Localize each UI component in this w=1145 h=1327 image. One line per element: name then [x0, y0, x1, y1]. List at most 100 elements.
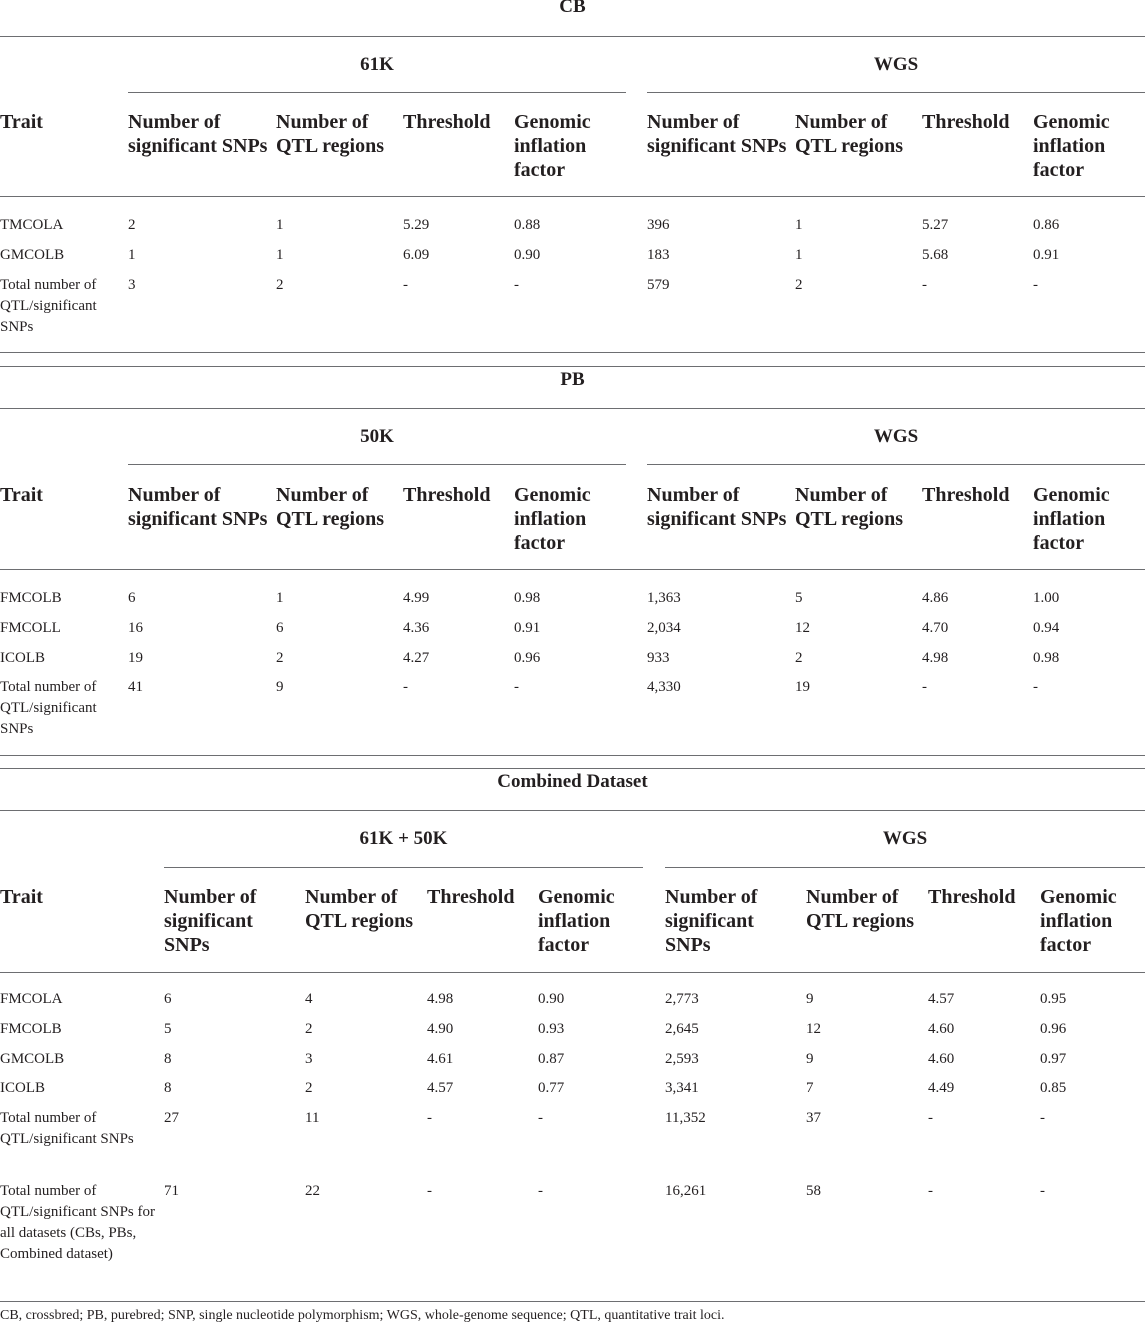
- table-cell: -: [403, 679, 408, 695]
- table-footnote: CB, crossbred; PB, purebred; SNP, single…: [0, 1308, 725, 1323]
- table-cell: 2: [305, 1021, 313, 1037]
- group-header: 61K: [360, 54, 394, 75]
- table-row-label: FMCOLL: [0, 620, 61, 636]
- table-cell: 1: [276, 590, 284, 606]
- table-cell: 4,330: [647, 679, 681, 695]
- table-cell: 1: [276, 247, 284, 263]
- table-cell: -: [403, 277, 408, 293]
- table-cell: 6.09: [403, 247, 430, 263]
- section-rule-top: [0, 366, 1145, 367]
- column-header: Number of significant SNPs: [647, 111, 787, 157]
- table-cell: 37: [806, 1110, 821, 1126]
- table-cell: -: [1033, 277, 1038, 293]
- header-rule: [0, 569, 1145, 570]
- table-row-label: Total number of QTL/significant SNPs: [0, 277, 97, 335]
- table-cell: -: [1040, 1183, 1045, 1199]
- group-rule: [647, 92, 1145, 93]
- section-title: Combined Dataset: [497, 771, 648, 792]
- table-cell: -: [514, 679, 519, 695]
- column-header-trait: Trait: [0, 886, 43, 908]
- column-header: Number of QTL regions: [795, 111, 903, 157]
- group-rule: [128, 92, 626, 93]
- table-row-label: Total number of QTL/significant SNPs: [0, 1110, 134, 1147]
- table-cell: 396: [647, 217, 670, 233]
- group-rule: [647, 464, 1145, 465]
- table-cell: -: [922, 679, 927, 695]
- table-cell: 1,363: [647, 590, 681, 606]
- section-end-rule: [0, 1301, 1145, 1302]
- group-header: WGS: [882, 828, 928, 849]
- table-cell: 9: [806, 991, 814, 1007]
- table-cell: 0.97: [1040, 1051, 1067, 1067]
- column-header: Number of significant SNPs: [647, 484, 787, 530]
- table-cell: 4: [305, 991, 313, 1007]
- table-row-label: FMCOLA: [0, 991, 63, 1007]
- table-cell: 0.91: [1033, 247, 1060, 263]
- table-cell: 8: [164, 1080, 172, 1096]
- table-cell: 16: [128, 620, 143, 636]
- column-header: Threshold: [403, 111, 491, 133]
- section-end-rule: [0, 755, 1145, 756]
- table-row-label: Total number of QTL/significant SNPs for…: [0, 1183, 155, 1262]
- table-cell: -: [928, 1183, 933, 1199]
- table-cell: -: [1033, 679, 1038, 695]
- section-title-rule: [0, 36, 1145, 37]
- column-header: Number of significant SNPs: [164, 886, 257, 956]
- table-cell: 11: [305, 1110, 320, 1126]
- table-cell: 933: [647, 650, 670, 666]
- table-cell: 22: [305, 1183, 320, 1199]
- table-cell: 5.27: [922, 217, 949, 233]
- column-header: Genomic inflation factor: [538, 886, 615, 956]
- table-cell: 0.87: [538, 1051, 565, 1067]
- table-cell: 0.77: [538, 1080, 565, 1096]
- column-header: Number of QTL regions: [795, 484, 903, 530]
- header-rule: [0, 196, 1145, 197]
- column-header: Number of QTL regions: [276, 484, 384, 530]
- table-cell: 19: [128, 650, 143, 666]
- table-cell: 2,034: [647, 620, 681, 636]
- table-cell: 6: [128, 590, 136, 606]
- table-cell: 7: [806, 1080, 814, 1096]
- table-cell: 183: [647, 247, 670, 263]
- table-cell: 6: [164, 991, 172, 1007]
- table-cell: 0.96: [514, 650, 541, 666]
- table-cell: 3,341: [665, 1080, 699, 1096]
- table-cell: 0.96: [1040, 1021, 1067, 1037]
- table-cell: 2: [276, 277, 284, 293]
- table-cell: 0.93: [538, 1021, 565, 1037]
- column-header: Threshold: [922, 484, 1010, 506]
- table-cell: 4.57: [928, 991, 955, 1007]
- table-cell: 58: [806, 1183, 821, 1199]
- table-cell: 0.98: [1033, 650, 1060, 666]
- table-cell: 5.68: [922, 247, 949, 263]
- column-header-trait: Trait: [0, 111, 43, 133]
- table-cell: 41: [128, 679, 143, 695]
- group-header: 50K: [360, 426, 394, 447]
- table-cell: 3: [128, 277, 136, 293]
- table-cell: 4.49: [928, 1080, 955, 1096]
- group-rule: [164, 867, 643, 868]
- table-row-label: ICOLB: [0, 650, 45, 666]
- table-row-label: FMCOLB: [0, 590, 62, 606]
- table-cell: 5: [164, 1021, 172, 1037]
- table-cell: 2,773: [665, 991, 699, 1007]
- table-cell: 27: [164, 1110, 179, 1126]
- table-cell: 4.60: [928, 1051, 955, 1067]
- table-cell: 1: [795, 217, 803, 233]
- column-header: Number of significant SNPs: [128, 111, 268, 157]
- table-cell: 1: [276, 217, 284, 233]
- table-row-label: GMCOLB: [0, 247, 65, 263]
- table-cell: 2,593: [665, 1051, 699, 1067]
- table-cell: -: [538, 1110, 543, 1126]
- table-cell: 9: [276, 679, 284, 695]
- column-header: Number of significant SNPs: [665, 886, 758, 956]
- column-header: Genomic inflation factor: [1033, 111, 1110, 181]
- column-header: Genomic inflation factor: [514, 111, 591, 181]
- section-title: PB: [560, 369, 585, 390]
- table-row-label: Total number of QTL/significant SNPs: [0, 679, 97, 737]
- section-rule-top: [0, 768, 1145, 769]
- table-cell: 579: [647, 277, 670, 293]
- table-cell: 4.61: [427, 1051, 454, 1067]
- table-cell: 4.57: [427, 1080, 454, 1096]
- header-rule: [0, 972, 1145, 973]
